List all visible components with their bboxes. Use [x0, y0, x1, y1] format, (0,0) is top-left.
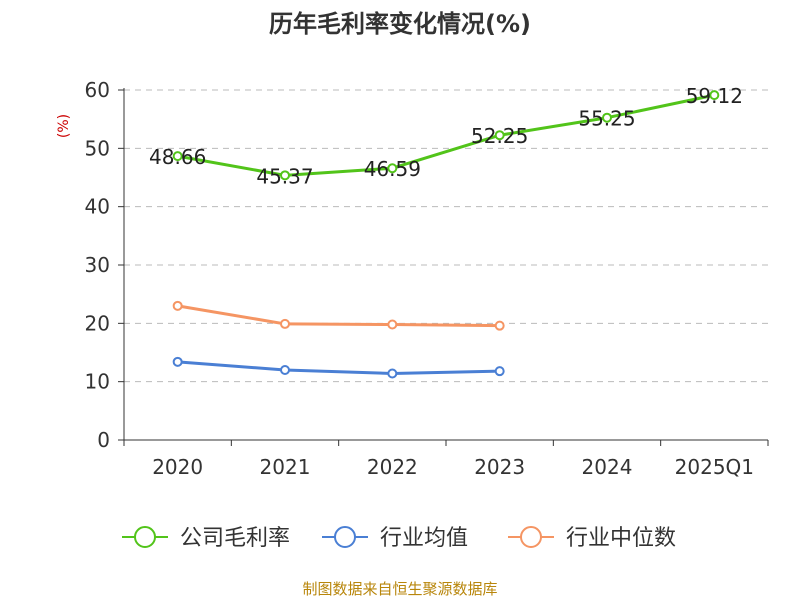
- data-label: 55.25: [578, 107, 635, 131]
- y-axis-label: (%): [56, 114, 72, 138]
- x-tick-label: 2020: [152, 455, 203, 479]
- data-point: [172, 151, 183, 162]
- data-point: [387, 368, 398, 379]
- data-label: 45.37: [256, 164, 313, 188]
- data-label: 59.12: [686, 84, 743, 108]
- y-tick-label: 30: [85, 253, 110, 277]
- y-tick-label: 20: [85, 311, 110, 335]
- legend-marker-icon: [134, 526, 156, 548]
- legend-marker-icon: [334, 526, 356, 548]
- data-point: [494, 320, 505, 331]
- legend-item-label: 行业中位数: [566, 526, 676, 551]
- data-point: [280, 318, 290, 329]
- x-tick-label: 2024: [582, 455, 633, 479]
- source-note: 制图数据来自恒生聚源数据库: [302, 580, 498, 598]
- data-point: [280, 170, 290, 181]
- y-tick-label: 40: [85, 195, 110, 219]
- data-point: [172, 356, 183, 367]
- data-point: [494, 366, 505, 377]
- data-label: 48.66: [149, 145, 206, 169]
- legend-item-label: 公司毛利率: [180, 526, 290, 551]
- y-tick-label: 60: [85, 78, 110, 102]
- legend-item-label: 行业均值: [380, 526, 468, 551]
- y-tick-label: 50: [85, 136, 110, 160]
- x-tick-label: 2023: [474, 455, 525, 479]
- legend-marker-icon: [520, 526, 542, 548]
- series-line-3: [177, 304, 500, 328]
- y-tick-label: 10: [85, 370, 110, 394]
- x-tick-label: 2025Q1: [675, 455, 754, 479]
- data-point: [602, 112, 612, 123]
- series-line-2: [177, 360, 500, 375]
- data-point: [280, 365, 290, 375]
- x-tick-label: 2022: [367, 455, 418, 479]
- y-tick-label: 0: [97, 428, 110, 452]
- data-label: 52.25: [471, 124, 528, 148]
- data-point: [387, 319, 398, 330]
- data-label: 46.59: [364, 157, 421, 181]
- data-point: [494, 130, 505, 141]
- chart-title: 历年毛利率变化情况(%): [269, 10, 531, 38]
- series-line-1: [177, 93, 715, 177]
- data-point: [172, 300, 183, 311]
- data-point: [387, 163, 398, 174]
- x-tick-label: 2021: [260, 455, 311, 479]
- data-point: [709, 90, 720, 101]
